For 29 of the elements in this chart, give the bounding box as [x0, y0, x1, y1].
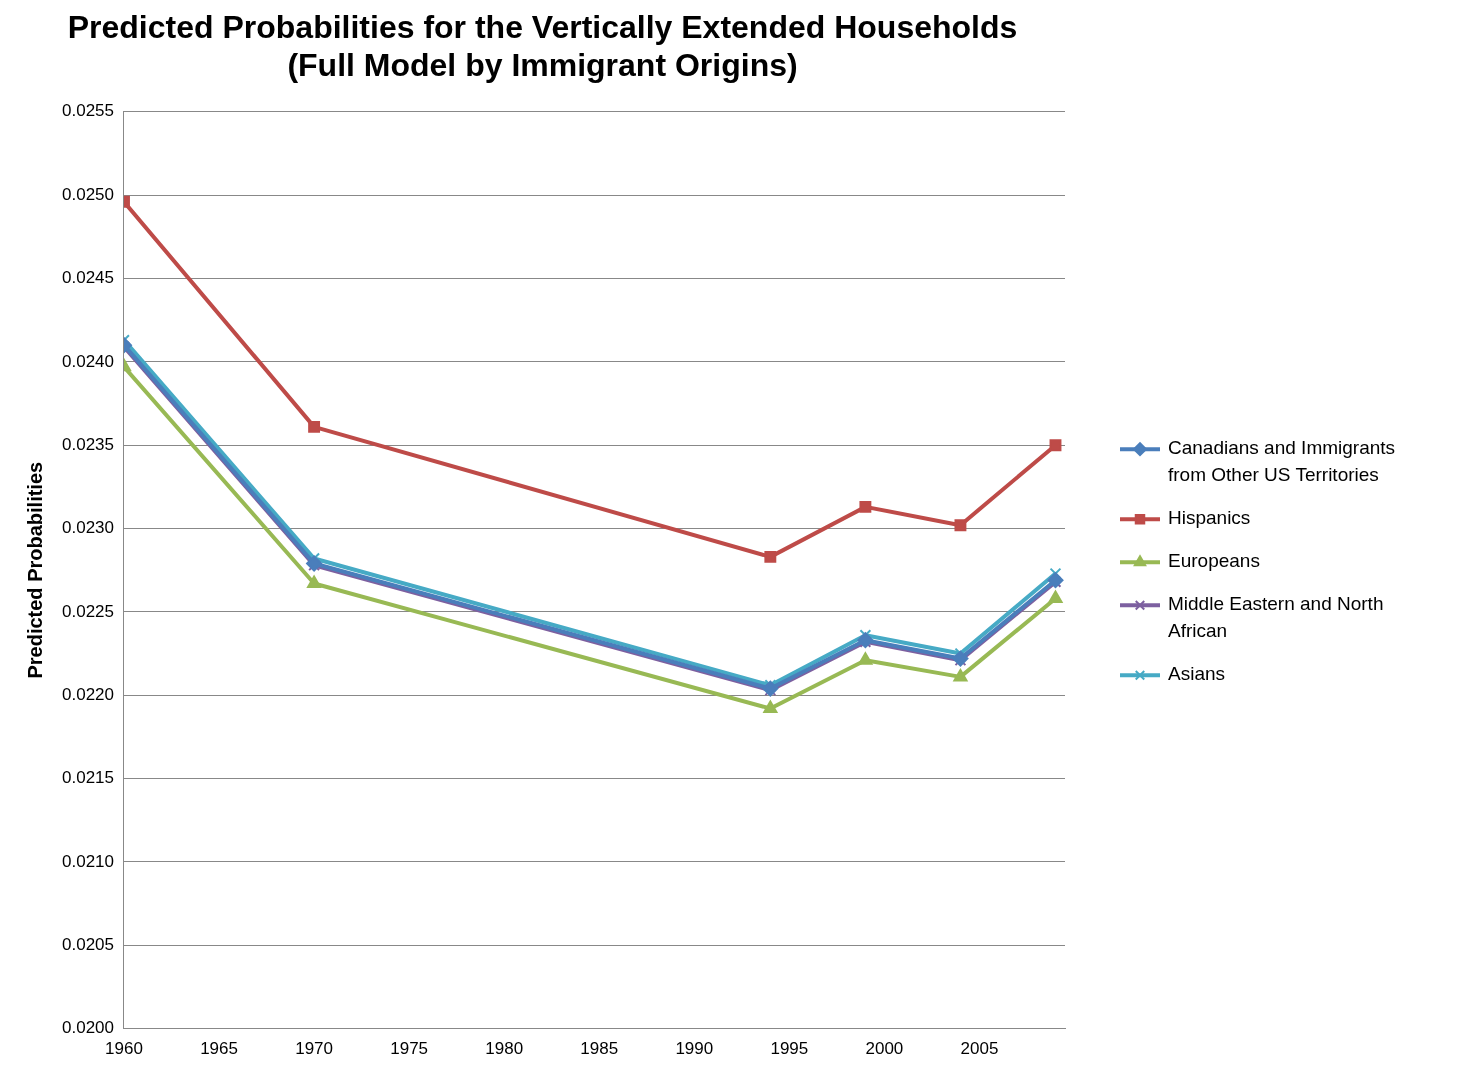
y-tick-label: 0.0210 [62, 851, 114, 871]
y-tick-label: 0.0255 [62, 101, 114, 121]
y-tick-label: 0.0215 [62, 768, 114, 788]
x-tick-label: 2000 [865, 1039, 904, 1059]
x-tick-label: 2005 [960, 1039, 999, 1059]
y-tick-label: 0.0240 [62, 351, 114, 371]
legend-label: Asians [1168, 663, 1226, 685]
y-axis-title: Predicted Probabilities [23, 461, 46, 679]
x-tick-label: 1995 [770, 1039, 809, 1059]
x-tick-label: 1965 [200, 1039, 238, 1059]
x-tick-label: 1980 [485, 1039, 524, 1059]
x-tick-label: 1970 [295, 1039, 334, 1059]
legend-label: Europeans [1168, 550, 1260, 572]
y-tick-label: 0.0230 [62, 518, 114, 538]
y-tick-label: 0.0250 [62, 184, 114, 204]
y-tick-label: 0.0235 [62, 434, 114, 454]
x-tick-label: 1990 [675, 1039, 714, 1059]
x-tick-label: 1960 [105, 1039, 143, 1059]
chart-title: Predicted Probabilities for the Vertically Extended Households (Full Model by Immigrant Origins) [67, 9, 1018, 84]
legend-label: Middle Eastern and North African [1168, 593, 1384, 642]
y-tick-label: 0.0225 [62, 601, 114, 621]
y-tick-label: 0.0220 [62, 684, 114, 704]
legend-label: Canadians and Immigrants from Other US Territories [1168, 437, 1396, 486]
y-tick-label: 0.0245 [62, 268, 114, 288]
y-tick-label: 0.0205 [62, 934, 114, 954]
x-tick-label: 1975 [390, 1039, 429, 1059]
legend-label: Hispanics [1168, 507, 1251, 529]
y-tick-label: 0.0200 [62, 1018, 114, 1038]
x-tick-label: 1985 [580, 1039, 619, 1059]
